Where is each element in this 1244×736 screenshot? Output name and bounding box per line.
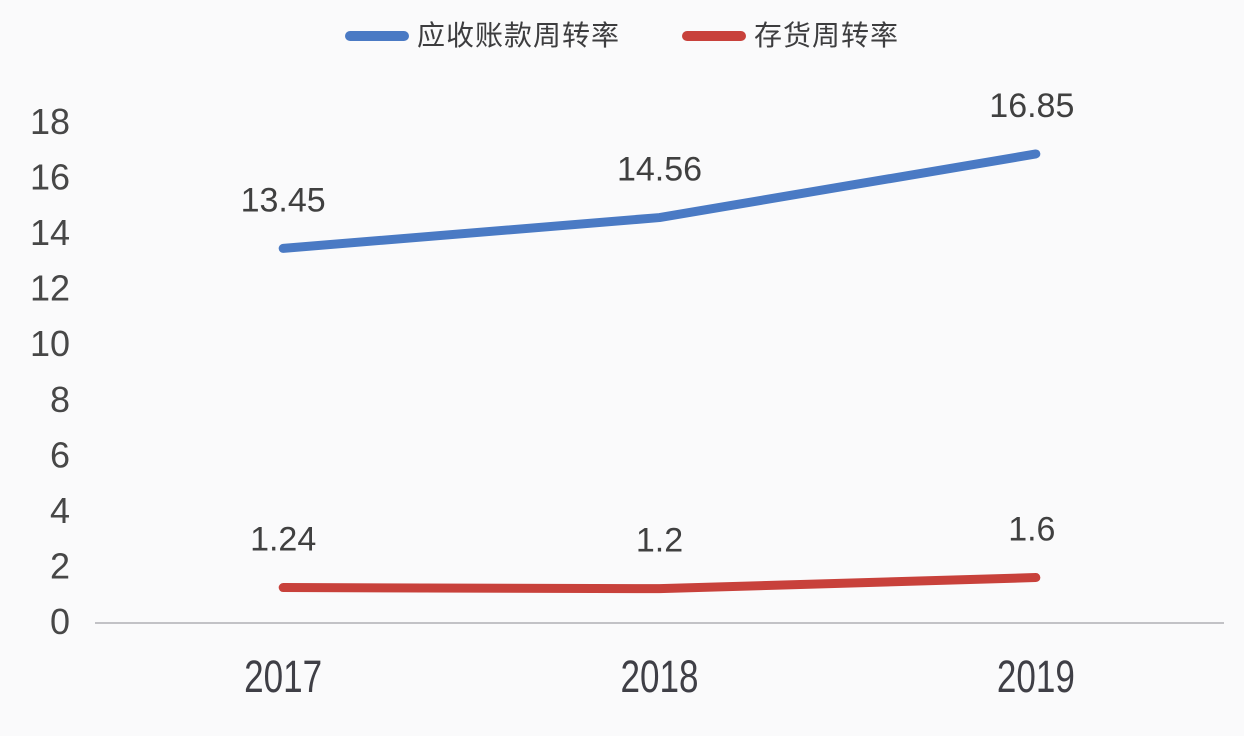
legend: 应收账款周转率 存货周转率: [0, 22, 1244, 50]
y-axis-tick-label: 6: [50, 434, 70, 475]
y-axis-tick-label: 14: [30, 212, 70, 253]
y-axis-tick-label: 4: [50, 490, 70, 531]
data-point-label: 1.24: [250, 521, 316, 559]
y-axis-tick-label: 2: [50, 545, 70, 586]
data-point-label: 14.56: [617, 151, 702, 189]
series-line-1[interactable]: [278, 573, 1041, 594]
legend-label-receivables-turnover: 应收账款周转率: [416, 20, 620, 51]
y-axis-tick-label: 12: [30, 268, 70, 309]
legend-line-marker-red: [682, 31, 746, 41]
y-axis-tick-label: 18: [30, 101, 70, 142]
y-axis-tick-label: 16: [30, 157, 70, 198]
data-point-label: 13.45: [241, 181, 326, 219]
y-axis-tick-label: 0: [50, 601, 70, 642]
y-axis-tick-label: 8: [50, 379, 70, 420]
series-line-0[interactable]: [278, 149, 1041, 253]
legend-item-receivables-turnover[interactable]: 应收账款周转率: [344, 20, 620, 51]
x-axis-category-label: 2018: [621, 651, 699, 702]
data-point-label: 1.2: [636, 522, 683, 560]
legend-line-marker-blue: [344, 31, 409, 41]
x-axis-category-label: 2019: [997, 651, 1075, 702]
y-axis-tick-label: 10: [30, 323, 70, 364]
data-point-label: 16.85: [989, 87, 1074, 125]
legend-item-inventory-turnover[interactable]: 存货周转率: [682, 22, 899, 50]
data-point-label: 1.6: [1008, 511, 1055, 549]
legend-label-inventory-turnover: 存货周转率: [754, 20, 900, 51]
x-axis-category-label: 2017: [244, 651, 322, 702]
